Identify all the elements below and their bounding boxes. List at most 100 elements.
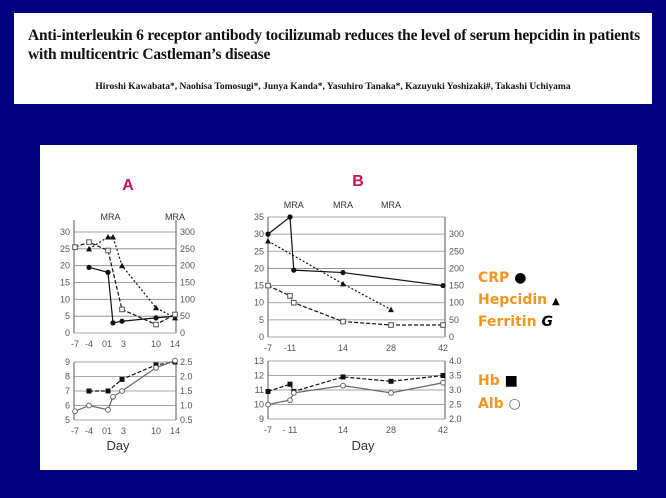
y2-tick-label: 200 (180, 261, 195, 271)
x-axis-label: Day (351, 438, 375, 453)
y-tick-label: 15 (254, 281, 264, 291)
y-tick-label: 0 (65, 328, 70, 338)
legend-label: CRP (478, 270, 510, 286)
x-tick-label: -4 (85, 426, 93, 436)
data-point-alb (72, 408, 78, 415)
x-tick-label: - 11 (283, 425, 298, 435)
y2-tick-label: 150 (449, 281, 464, 291)
data-point-ferritin (265, 282, 271, 289)
x-tick-label: 14 (338, 425, 348, 435)
data-point-hb (105, 388, 111, 394)
title-box: Anti-interleukin 6 receptor antibody toc… (14, 13, 652, 104)
data-point-alb (105, 406, 111, 413)
data-point-hb (388, 378, 394, 384)
y2-tick-label: 2.0 (449, 414, 462, 424)
y2-tick-label: 300 (180, 227, 195, 237)
x-tick-label: 14 (170, 339, 180, 349)
series-line-hb (267, 374, 444, 393)
data-point-hb (287, 381, 293, 387)
y2-tick-label: 0.5 (180, 415, 193, 425)
data-point-crp (291, 267, 297, 273)
mra-annotation: MRA (333, 200, 353, 210)
data-point-hepcidin (265, 238, 271, 244)
series-line-ferritin (74, 241, 176, 326)
data-point-ferritin (86, 239, 92, 245)
data-point-alb (440, 379, 446, 386)
y-tick-label: 5 (259, 315, 264, 325)
y-tick-label: 5 (65, 415, 70, 425)
y2-tick-label: 250 (180, 244, 195, 254)
data-point-hepcidin (86, 245, 92, 252)
y-tick-label: 35 (254, 212, 264, 222)
data-point-crp (119, 318, 125, 324)
x-tick-label: -7 (264, 425, 272, 435)
x-tick-label: 14 (338, 343, 348, 353)
y-tick-label: 8 (65, 372, 70, 382)
y2-tick-label: 3.0 (449, 385, 462, 395)
x-tick-label: 28 (386, 425, 396, 435)
x-tick-label: 1 (107, 426, 112, 436)
data-point-alb (86, 402, 92, 409)
figure-panel (40, 145, 637, 470)
data-point-hepcidin (153, 304, 159, 311)
legend-label: Hepcidin (478, 292, 548, 308)
data-point-alb (290, 390, 297, 396)
y2-tick-label: 200 (449, 263, 464, 273)
data-point-ferritin (153, 321, 159, 328)
x-tick-label: -7 (71, 426, 79, 436)
data-point-alb (265, 401, 271, 408)
data-point-alb (388, 390, 394, 396)
data-point-hb (265, 388, 271, 394)
data-point-crp (340, 269, 346, 276)
y-tick-label: 9 (259, 414, 264, 424)
x-tick-label: 10 (151, 339, 161, 349)
data-point-hepcidin (388, 306, 394, 313)
data-point-ferritin (172, 311, 178, 318)
data-point-crp (105, 269, 111, 275)
x-tick-label: -7 (264, 343, 272, 353)
x-tick-label: 0 (102, 426, 107, 436)
panel-title: A (122, 177, 134, 194)
y-tick-label: 13 (254, 356, 264, 366)
y-tick-label: 9 (65, 357, 70, 367)
data-point-hb (340, 374, 346, 380)
data-point-alb (119, 388, 125, 394)
x-tick-label: -4 (85, 339, 93, 349)
x-tick-label: 1 (107, 339, 112, 349)
filled-triangle-icon: ▲ (552, 296, 560, 307)
data-point-alb (172, 357, 178, 364)
x-tick-label: 3 (121, 339, 126, 349)
filled-square-icon: ■ (504, 373, 518, 389)
ferritin-marker-icon: G (541, 314, 553, 330)
y-tick-label: 10 (254, 400, 264, 410)
x-tick-label: 14 (170, 426, 180, 436)
y2-tick-label: 100 (449, 298, 464, 308)
y2-tick-label: 150 (180, 278, 195, 288)
y-tick-label: 7 (65, 386, 70, 396)
legend-label: Hb (478, 373, 500, 389)
x-tick-label: 28 (386, 343, 396, 353)
data-point-hb (440, 373, 446, 378)
y2-tick-label: 2.0 (180, 372, 193, 382)
y2-tick-label: 1.0 (180, 401, 193, 411)
data-point-hb (86, 388, 92, 394)
mra-annotation: MRA (284, 200, 304, 210)
paper-title: Anti-interleukin 6 receptor antibody toc… (28, 27, 640, 63)
y-tick-label: 25 (60, 244, 70, 254)
panel-title: B (352, 173, 364, 190)
data-point-hepcidin (340, 280, 346, 287)
data-point-crp (440, 282, 446, 289)
y2-tick-label: 0 (180, 328, 185, 338)
y2-tick-label: 0 (449, 332, 454, 342)
legend-hb: Hb ■ (478, 373, 518, 389)
data-point-alb (340, 382, 346, 389)
y-tick-label: 20 (254, 263, 264, 273)
x-tick-label: 10 (151, 426, 161, 436)
series-line-hepcidin (267, 240, 392, 311)
y2-tick-label: 250 (449, 246, 464, 256)
y-tick-label: 30 (254, 229, 264, 239)
y2-tick-label: 2.5 (180, 357, 193, 367)
y2-tick-label: 4.0 (449, 356, 462, 366)
data-point-ferritin (340, 318, 346, 325)
